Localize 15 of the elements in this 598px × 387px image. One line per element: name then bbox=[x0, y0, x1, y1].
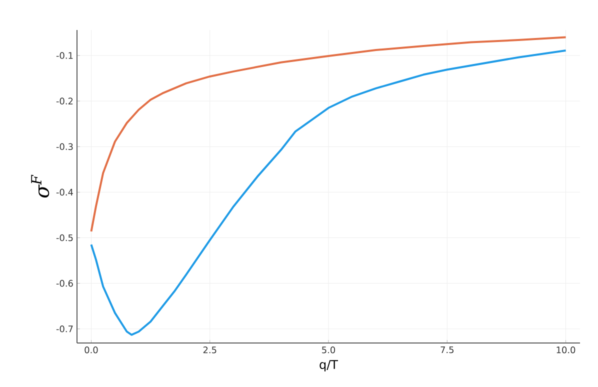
line-series bbox=[90, 36, 567, 232]
y-tick-label: -0.6 bbox=[56, 280, 73, 287]
y-tick-label: -0.2 bbox=[56, 98, 73, 104]
x-tick-label: 5.0 bbox=[322, 346, 336, 354]
y-axis-title: σ$^{F}$ bbox=[31, 174, 50, 198]
x-tick-label: 2.5 bbox=[203, 346, 216, 354]
y-tick-label: -0.5 bbox=[56, 234, 73, 242]
y-tick-label: -0.4 bbox=[56, 188, 73, 196]
x-tick-label: 10.0 bbox=[556, 346, 576, 354]
y-tick-label: -0.1 bbox=[56, 52, 73, 59]
x-tick-label: 7.5 bbox=[440, 346, 454, 354]
y-tick-label: -0.7 bbox=[56, 325, 73, 332]
y-tick-label: -0.3 bbox=[56, 143, 73, 150]
x-tick-label: 0.0 bbox=[84, 346, 98, 354]
x-axis-title: q/T bbox=[320, 360, 338, 372]
